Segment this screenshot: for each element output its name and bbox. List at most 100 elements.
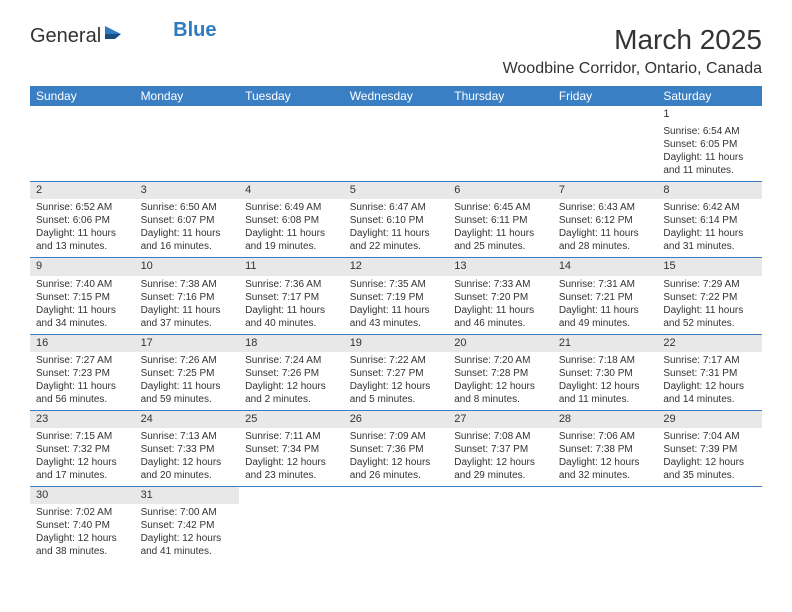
calendar-cell: 26Sunrise: 7:09 AMSunset: 7:36 PMDayligh… — [344, 410, 449, 486]
day-details: Sunrise: 7:06 AMSunset: 7:38 PMDaylight:… — [553, 428, 658, 486]
day-details: Sunrise: 7:29 AMSunset: 7:22 PMDaylight:… — [657, 276, 762, 334]
day-number: 31 — [135, 487, 240, 504]
day-details: Sunrise: 6:45 AMSunset: 6:11 PMDaylight:… — [448, 199, 553, 257]
calendar-cell: . — [448, 106, 553, 182]
day-number: 23 — [30, 411, 135, 428]
calendar-cell: . — [344, 486, 449, 562]
day-details: Sunrise: 7:11 AMSunset: 7:34 PMDaylight:… — [239, 428, 344, 486]
day-number: 29 — [657, 411, 762, 428]
flag-icon — [103, 24, 125, 48]
day-details: Sunrise: 7:24 AMSunset: 7:26 PMDaylight:… — [239, 352, 344, 410]
calendar-body: ......1Sunrise: 6:54 AMSunset: 6:05 PMDa… — [30, 106, 762, 562]
day-details: Sunrise: 7:27 AMSunset: 7:23 PMDaylight:… — [30, 352, 135, 410]
calendar-cell: 7Sunrise: 6:43 AMSunset: 6:12 PMDaylight… — [553, 182, 658, 258]
day-details: Sunrise: 6:52 AMSunset: 6:06 PMDaylight:… — [30, 199, 135, 257]
day-details: Sunrise: 6:54 AMSunset: 6:05 PMDaylight:… — [657, 123, 762, 181]
weekday-header: Friday — [553, 86, 658, 106]
day-number: 5 — [344, 182, 449, 199]
day-number: 2 — [30, 182, 135, 199]
calendar-cell: 11Sunrise: 7:36 AMSunset: 7:17 PMDayligh… — [239, 258, 344, 334]
day-details: Sunrise: 7:36 AMSunset: 7:17 PMDaylight:… — [239, 276, 344, 334]
calendar-cell: 6Sunrise: 6:45 AMSunset: 6:11 PMDaylight… — [448, 182, 553, 258]
calendar-cell: 19Sunrise: 7:22 AMSunset: 7:27 PMDayligh… — [344, 334, 449, 410]
day-number: 7 — [553, 182, 658, 199]
day-number: 11 — [239, 258, 344, 275]
day-number: 28 — [553, 411, 658, 428]
weekday-header: Tuesday — [239, 86, 344, 106]
calendar-cell: 15Sunrise: 7:29 AMSunset: 7:22 PMDayligh… — [657, 258, 762, 334]
day-number: 8 — [657, 182, 762, 199]
day-number: 17 — [135, 335, 240, 352]
day-details: Sunrise: 7:20 AMSunset: 7:28 PMDaylight:… — [448, 352, 553, 410]
day-details: Sunrise: 7:40 AMSunset: 7:15 PMDaylight:… — [30, 276, 135, 334]
day-details: Sunrise: 7:26 AMSunset: 7:25 PMDaylight:… — [135, 352, 240, 410]
day-details: Sunrise: 7:22 AMSunset: 7:27 PMDaylight:… — [344, 352, 449, 410]
calendar-page: General Blue March 2025 Woodbine Corrido… — [0, 0, 792, 562]
calendar-cell: 10Sunrise: 7:38 AMSunset: 7:16 PMDayligh… — [135, 258, 240, 334]
calendar-cell: . — [448, 486, 553, 562]
day-details: Sunrise: 7:00 AMSunset: 7:42 PMDaylight:… — [135, 504, 240, 562]
day-number: 1 — [657, 106, 762, 123]
calendar-cell: 31Sunrise: 7:00 AMSunset: 7:42 PMDayligh… — [135, 486, 240, 562]
day-number: 25 — [239, 411, 344, 428]
calendar-cell: 21Sunrise: 7:18 AMSunset: 7:30 PMDayligh… — [553, 334, 658, 410]
day-number: 14 — [553, 258, 658, 275]
calendar-cell: 23Sunrise: 7:15 AMSunset: 7:32 PMDayligh… — [30, 410, 135, 486]
day-details: Sunrise: 7:17 AMSunset: 7:31 PMDaylight:… — [657, 352, 762, 410]
calendar-head: SundayMondayTuesdayWednesdayThursdayFrid… — [30, 86, 762, 106]
calendar-cell: 20Sunrise: 7:20 AMSunset: 7:28 PMDayligh… — [448, 334, 553, 410]
calendar-cell: . — [239, 486, 344, 562]
day-number: 4 — [239, 182, 344, 199]
day-details: Sunrise: 7:08 AMSunset: 7:37 PMDaylight:… — [448, 428, 553, 486]
calendar-cell: 30Sunrise: 7:02 AMSunset: 7:40 PMDayligh… — [30, 486, 135, 562]
calendar-cell: 8Sunrise: 6:42 AMSunset: 6:14 PMDaylight… — [657, 182, 762, 258]
weekday-header: Monday — [135, 86, 240, 106]
calendar-cell: . — [239, 106, 344, 182]
day-number: 21 — [553, 335, 658, 352]
calendar-cell: 9Sunrise: 7:40 AMSunset: 7:15 PMDaylight… — [30, 258, 135, 334]
day-number: 26 — [344, 411, 449, 428]
weekday-header: Wednesday — [344, 86, 449, 106]
day-details: Sunrise: 7:13 AMSunset: 7:33 PMDaylight:… — [135, 428, 240, 486]
day-details: Sunrise: 7:38 AMSunset: 7:16 PMDaylight:… — [135, 276, 240, 334]
day-details: Sunrise: 6:42 AMSunset: 6:14 PMDaylight:… — [657, 199, 762, 257]
day-number: 30 — [30, 487, 135, 504]
day-number: 20 — [448, 335, 553, 352]
calendar-cell: . — [553, 106, 658, 182]
day-number: 9 — [30, 258, 135, 275]
calendar-cell: 1Sunrise: 6:54 AMSunset: 6:05 PMDaylight… — [657, 106, 762, 182]
calendar-cell: 29Sunrise: 7:04 AMSunset: 7:39 PMDayligh… — [657, 410, 762, 486]
header: General Blue March 2025 Woodbine Corrido… — [30, 24, 762, 78]
month-title: March 2025 — [503, 24, 762, 56]
day-details: Sunrise: 7:33 AMSunset: 7:20 PMDaylight:… — [448, 276, 553, 334]
day-details: Sunrise: 6:47 AMSunset: 6:10 PMDaylight:… — [344, 199, 449, 257]
weekday-header: Saturday — [657, 86, 762, 106]
calendar-cell: . — [657, 486, 762, 562]
day-details: Sunrise: 7:15 AMSunset: 7:32 PMDaylight:… — [30, 428, 135, 486]
calendar-cell: 18Sunrise: 7:24 AMSunset: 7:26 PMDayligh… — [239, 334, 344, 410]
calendar-cell: 3Sunrise: 6:50 AMSunset: 6:07 PMDaylight… — [135, 182, 240, 258]
day-number: 15 — [657, 258, 762, 275]
calendar-cell: 16Sunrise: 7:27 AMSunset: 7:23 PMDayligh… — [30, 334, 135, 410]
calendar-cell: 27Sunrise: 7:08 AMSunset: 7:37 PMDayligh… — [448, 410, 553, 486]
day-details: Sunrise: 7:02 AMSunset: 7:40 PMDaylight:… — [30, 504, 135, 562]
logo-text-2: Blue — [173, 19, 216, 42]
day-number: 27 — [448, 411, 553, 428]
calendar-table: SundayMondayTuesdayWednesdayThursdayFrid… — [30, 86, 762, 562]
calendar-cell: 14Sunrise: 7:31 AMSunset: 7:21 PMDayligh… — [553, 258, 658, 334]
day-number: 22 — [657, 335, 762, 352]
day-details: Sunrise: 7:31 AMSunset: 7:21 PMDaylight:… — [553, 276, 658, 334]
day-details: Sunrise: 6:50 AMSunset: 6:07 PMDaylight:… — [135, 199, 240, 257]
calendar-cell: 17Sunrise: 7:26 AMSunset: 7:25 PMDayligh… — [135, 334, 240, 410]
logo-text-1: General — [30, 25, 101, 48]
day-details: Sunrise: 6:49 AMSunset: 6:08 PMDaylight:… — [239, 199, 344, 257]
day-number: 6 — [448, 182, 553, 199]
day-number: 12 — [344, 258, 449, 275]
day-number: 18 — [239, 335, 344, 352]
day-details: Sunrise: 6:43 AMSunset: 6:12 PMDaylight:… — [553, 199, 658, 257]
calendar-cell: . — [135, 106, 240, 182]
calendar-cell: 25Sunrise: 7:11 AMSunset: 7:34 PMDayligh… — [239, 410, 344, 486]
day-details: Sunrise: 7:04 AMSunset: 7:39 PMDaylight:… — [657, 428, 762, 486]
day-number: 16 — [30, 335, 135, 352]
location: Woodbine Corridor, Ontario, Canada — [503, 60, 762, 78]
